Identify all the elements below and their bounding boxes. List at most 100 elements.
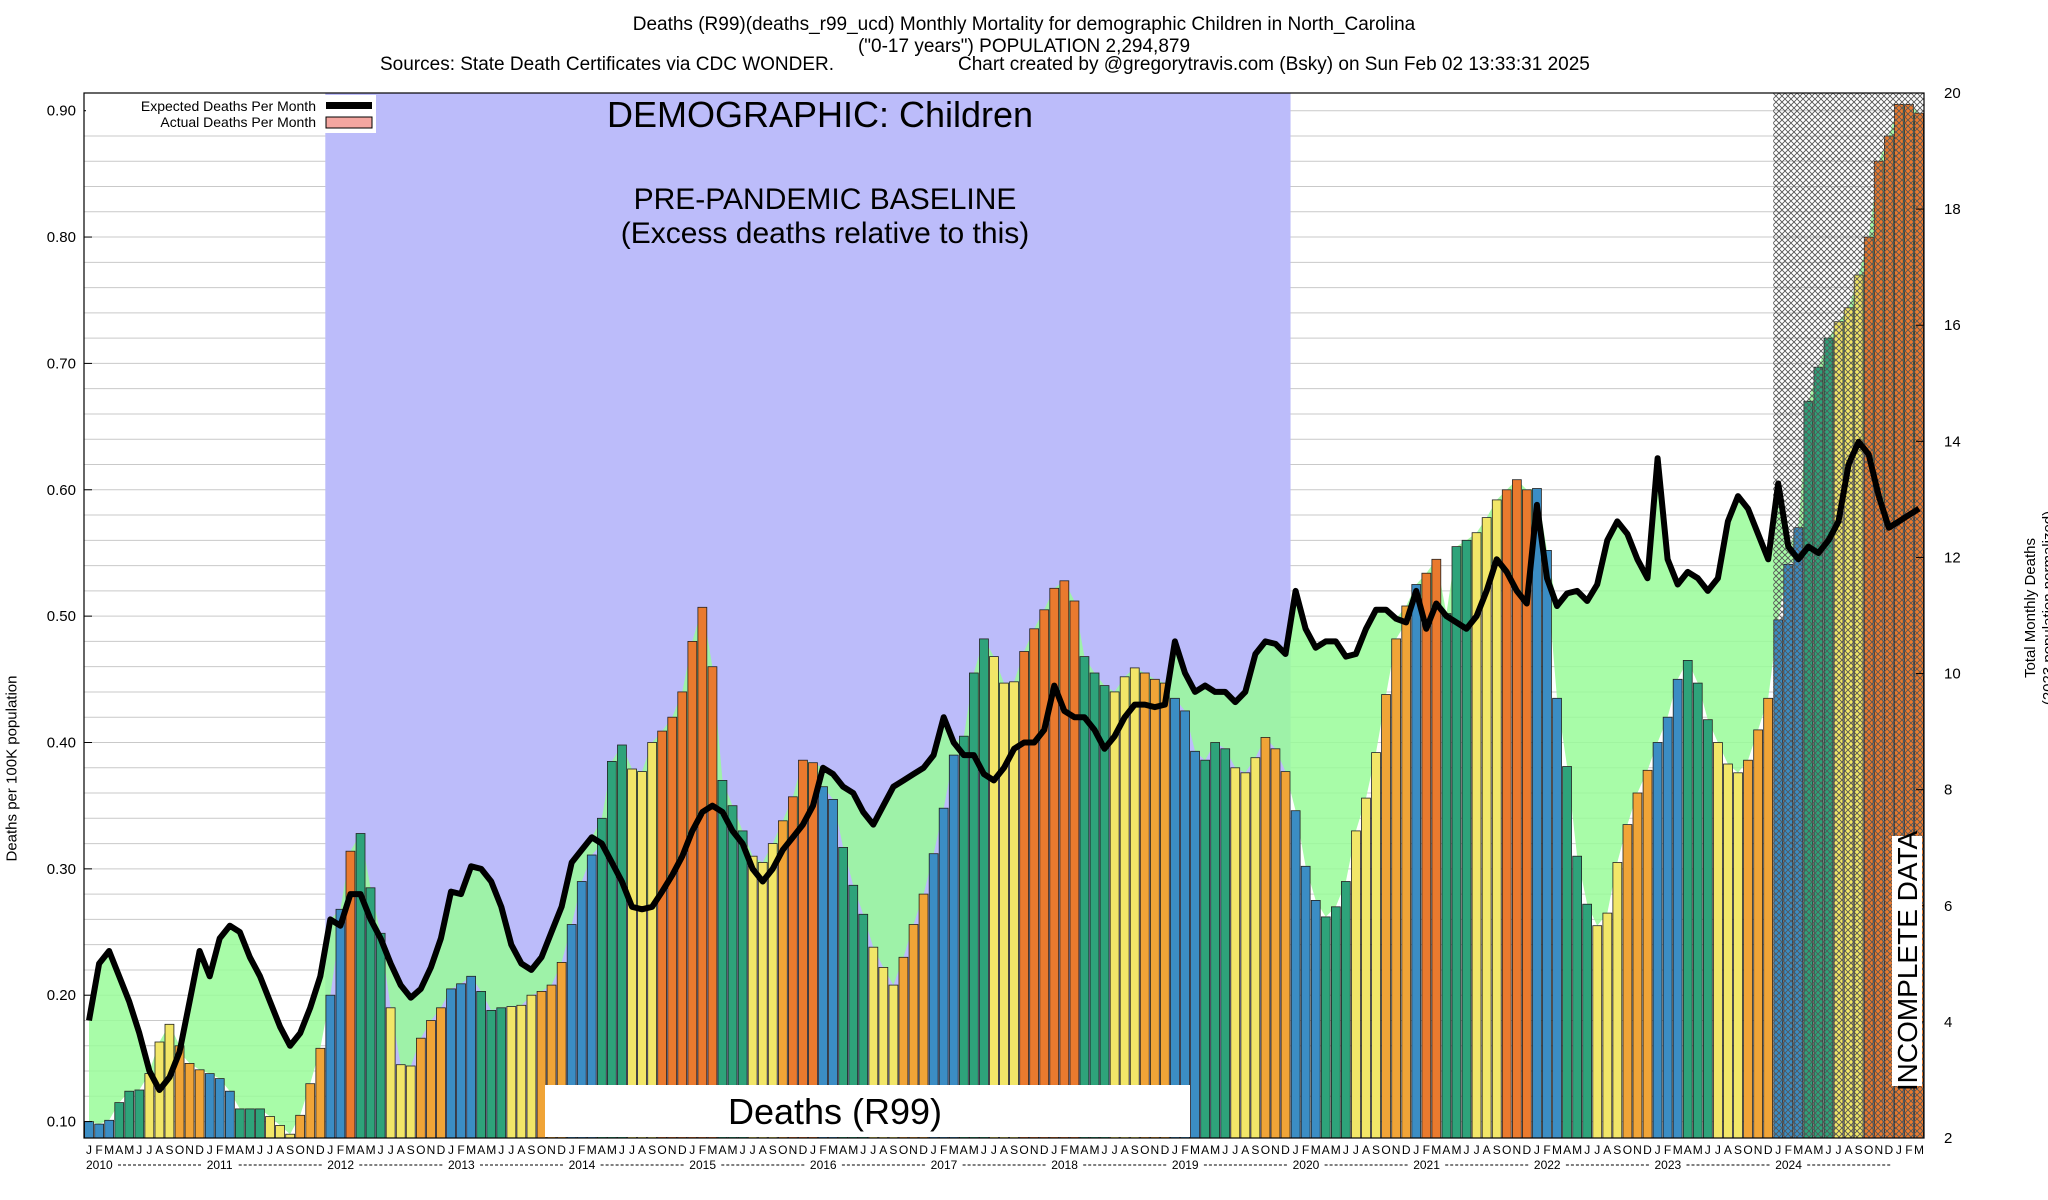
month-tick-label: M bbox=[1914, 1143, 1924, 1157]
month-tick-label: M bbox=[366, 1143, 376, 1157]
legend-expected-swatch bbox=[326, 102, 372, 109]
cause-box bbox=[545, 1085, 1190, 1137]
month-tick-label: A bbox=[1804, 1143, 1812, 1157]
actual-bar bbox=[1170, 697, 1180, 1139]
actual-bar bbox=[1029, 628, 1039, 1139]
actual-bar bbox=[516, 1004, 527, 1139]
actual-bar bbox=[1310, 900, 1321, 1139]
month-tick-label: D bbox=[1161, 1143, 1170, 1157]
month-tick-label: D bbox=[799, 1143, 808, 1157]
year-tick-label: 2012 bbox=[327, 1158, 354, 1172]
y-axis-label: Deaths per 100K population bbox=[3, 675, 21, 862]
actual-bar bbox=[1662, 716, 1673, 1139]
month-tick-label: F bbox=[1181, 1143, 1188, 1157]
month-tick-label: M bbox=[587, 1143, 597, 1157]
actual-bar bbox=[355, 833, 366, 1139]
y2-tick-label: 6 bbox=[1944, 898, 1952, 915]
month-tick-label: M bbox=[124, 1143, 134, 1157]
month-tick-label: A bbox=[1080, 1143, 1088, 1157]
month-tick-label: A bbox=[1684, 1143, 1692, 1157]
month-tick-label: J bbox=[1222, 1143, 1228, 1157]
month-tick-label: J bbox=[1896, 1143, 1902, 1157]
actual-bar bbox=[1109, 691, 1120, 1139]
month-tick-label: D bbox=[1281, 1143, 1290, 1157]
actual-bar bbox=[1753, 729, 1763, 1139]
actual-bar bbox=[1351, 830, 1361, 1139]
month-tick-label: M bbox=[1069, 1143, 1079, 1157]
month-tick-label: A bbox=[1241, 1143, 1249, 1157]
month-tick-label: N bbox=[185, 1143, 194, 1157]
month-tick-label: M bbox=[1431, 1143, 1441, 1157]
y2-tick-label: 18 bbox=[1944, 201, 1961, 218]
month-tick-label: J bbox=[1102, 1143, 1108, 1157]
month-tick-label: J bbox=[146, 1143, 152, 1157]
year-tick-label: 2023 bbox=[1655, 1158, 1682, 1172]
incomplete-data-label: INCOMPLETE DATA bbox=[1892, 831, 1923, 1092]
month-tick-label: J bbox=[1293, 1143, 1299, 1157]
actual-bar bbox=[959, 735, 969, 1139]
actual-bar bbox=[1280, 771, 1291, 1139]
actual-bar bbox=[1099, 685, 1110, 1139]
month-tick-label: A bbox=[397, 1143, 405, 1157]
month-tick-label: J bbox=[629, 1143, 635, 1157]
chart-sources: Sources: State Death Certificates via CD… bbox=[380, 54, 835, 75]
actual-bar bbox=[214, 1078, 225, 1139]
baseline-label-line2: (Excess deaths relative to this) bbox=[621, 217, 1030, 250]
actual-bar bbox=[617, 744, 627, 1139]
month-tick-label: A bbox=[718, 1143, 726, 1157]
y-tick-label: 0.90 bbox=[47, 103, 76, 120]
year-tick-label: 2015 bbox=[689, 1158, 716, 1172]
actual-bar bbox=[1481, 517, 1492, 1139]
actual-bar bbox=[446, 988, 456, 1139]
actual-bar bbox=[717, 780, 728, 1139]
actual-bar bbox=[1371, 752, 1381, 1139]
actual-bar bbox=[1602, 912, 1613, 1139]
month-tick-label: J bbox=[569, 1143, 575, 1157]
demographic-label: DEMOGRAPHIC: Children bbox=[607, 94, 1033, 135]
month-tick-label: J bbox=[750, 1143, 756, 1157]
actual-bar bbox=[1642, 769, 1653, 1139]
actual-bar bbox=[1562, 766, 1572, 1139]
actual-bar bbox=[496, 1007, 507, 1139]
year-tick-label: 2016 bbox=[810, 1158, 837, 1172]
month-tick-label: M bbox=[1190, 1143, 1200, 1157]
month-tick-label: A bbox=[155, 1143, 163, 1157]
month-tick-label: S bbox=[1010, 1143, 1018, 1157]
actual-bar bbox=[1190, 750, 1200, 1139]
axes: 0.10 0.20 0.30 0.40 0.50 0.60 0.70 0.80 0.90 2 4 6 8… bbox=[47, 85, 1961, 1172]
actual-bar bbox=[1069, 600, 1080, 1139]
actual-bar bbox=[245, 1108, 255, 1139]
actual-bar bbox=[1542, 550, 1552, 1139]
month-tick-label: F bbox=[1664, 1143, 1671, 1157]
actual-bar bbox=[234, 1108, 245, 1139]
month-tick-label: A bbox=[638, 1143, 646, 1157]
actual-bar bbox=[1763, 697, 1773, 1139]
month-tick-label: M bbox=[1331, 1143, 1341, 1157]
actual-bar bbox=[506, 1006, 517, 1139]
month-tick-label: M bbox=[1572, 1143, 1582, 1157]
actual-bar bbox=[315, 1047, 326, 1139]
y-tick-label: 0.70 bbox=[47, 355, 76, 372]
month-tick-label: O bbox=[1140, 1143, 1149, 1157]
month-tick-label: M bbox=[1813, 1143, 1823, 1157]
actual-bar bbox=[1723, 763, 1733, 1139]
year-tick-label: 2021 bbox=[1413, 1158, 1440, 1172]
actual-bar bbox=[1622, 824, 1633, 1139]
month-tick-label: M bbox=[848, 1143, 858, 1157]
month-tick-label: N bbox=[668, 1143, 677, 1157]
month-tick-label: D bbox=[919, 1143, 928, 1157]
actual-bar bbox=[1320, 916, 1331, 1139]
month-tick-label: S bbox=[1855, 1143, 1863, 1157]
actual-bar bbox=[1743, 759, 1753, 1139]
month-tick-label: F bbox=[1302, 1143, 1309, 1157]
month-tick-label: M bbox=[104, 1143, 114, 1157]
actual-bar bbox=[1421, 572, 1432, 1139]
month-tick-label: S bbox=[286, 1143, 294, 1157]
month-tick-label: N bbox=[1874, 1143, 1883, 1157]
month-tick-label: F bbox=[216, 1143, 223, 1157]
month-tick-label: F bbox=[578, 1143, 585, 1157]
month-tick-label: J bbox=[619, 1143, 625, 1157]
month-tick-label: S bbox=[1734, 1143, 1742, 1157]
month-tick-label: D bbox=[195, 1143, 204, 1157]
actual-bar bbox=[204, 1073, 215, 1139]
